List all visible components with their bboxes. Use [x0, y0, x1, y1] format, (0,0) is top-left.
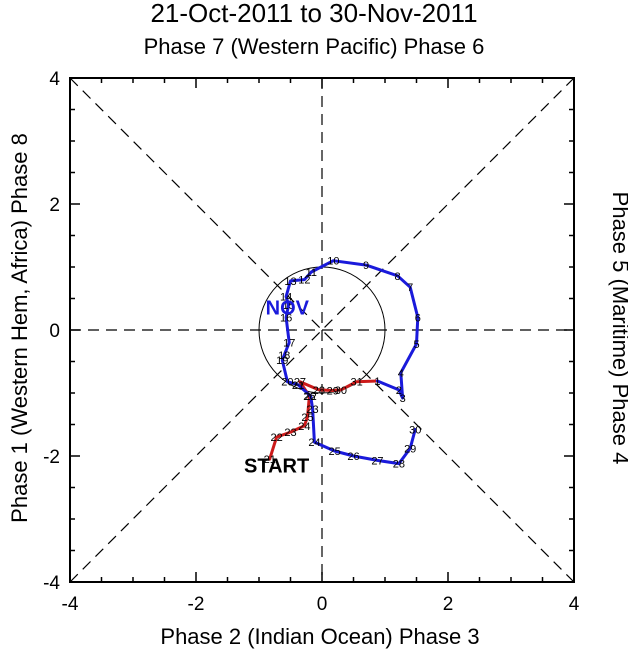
november-day-label: 19: [276, 355, 288, 367]
october-day-label: 31: [351, 377, 363, 389]
november-day-label: 30: [409, 425, 421, 437]
x-tick-label: -2: [188, 594, 205, 615]
october-day-label: 25: [301, 412, 313, 424]
november-day-label: 8: [395, 271, 401, 283]
november-day-label: 24: [308, 437, 320, 449]
november-day-label: 25: [328, 446, 340, 458]
october-day-label: 26: [303, 391, 315, 403]
november-day-label: 9: [363, 260, 369, 272]
november-day-label: 3: [400, 393, 406, 405]
november-day-label: 20: [281, 377, 293, 389]
y-tick-label: -2: [43, 447, 60, 468]
november-day-label: 10: [327, 256, 339, 268]
y-tick-label: 4: [49, 69, 60, 90]
november-day-label: 21: [292, 380, 304, 392]
november-day-label: 14: [280, 292, 292, 304]
november-day-label: 4: [398, 368, 404, 380]
x-tick-label: 4: [569, 594, 580, 615]
november-day-label: 1: [374, 376, 380, 388]
november-day-label: 13: [284, 276, 296, 288]
november-day-label: 11: [306, 267, 317, 279]
x-axis-label: Phase 2 (Indian Ocean) Phase 3: [160, 624, 480, 649]
november-day-label: 29: [404, 443, 416, 455]
november-day-label: 27: [371, 455, 383, 467]
november-day-label: 16: [280, 312, 292, 324]
y-tick-label: 0: [49, 321, 60, 342]
chart-subtitle: Phase 7 (Western Pacific) Phase 6: [143, 34, 485, 59]
november-day-label: 26: [347, 451, 359, 463]
diagonal-guide-line: [69, 77, 575, 583]
november-series-line: [280, 259, 420, 466]
november-day-label: 17: [283, 338, 295, 350]
chart-title: 21-Oct-2011 to 30-Nov-2011: [150, 0, 478, 28]
x-tick-label: -4: [62, 594, 79, 615]
october-day-label: 24: [298, 421, 310, 433]
nov-annotation: NOV: [266, 297, 310, 319]
x-tick-label: 0: [317, 594, 328, 615]
november-day-label: 23: [306, 404, 318, 416]
october-day-label: 21: [264, 454, 276, 466]
x-tick-label: 2: [443, 594, 454, 615]
november-day-label: 6: [415, 312, 421, 324]
october-day-label: 28: [313, 385, 325, 397]
november-day-label: 18: [278, 350, 290, 362]
november-day-label: 7: [407, 282, 413, 294]
diagonal-guide-line: [69, 77, 575, 583]
october-day-label: 30: [335, 385, 347, 397]
november-day-label: 28: [393, 459, 405, 471]
november-day-label: 2: [396, 385, 402, 397]
y-tick-label: 2: [49, 195, 60, 216]
november-day-label: 5: [413, 339, 419, 351]
start-annotation: START: [244, 455, 309, 477]
november-day-label: 15: [282, 300, 294, 312]
october-day-label: 22: [271, 432, 283, 444]
october-day-label: 27: [294, 377, 306, 389]
november-day-label: 12: [298, 275, 310, 287]
y-tick-label: -4: [43, 573, 60, 594]
october-day-label: 23: [284, 427, 296, 439]
november-day-label: 22: [305, 391, 317, 403]
october-day-label: 29: [327, 385, 339, 397]
